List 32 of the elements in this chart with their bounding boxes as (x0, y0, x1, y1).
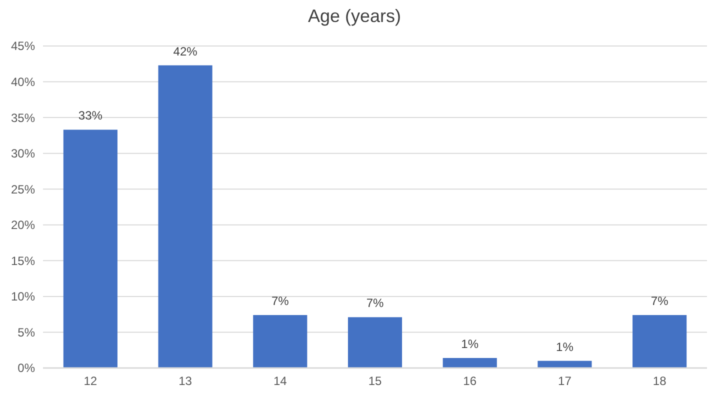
bar (442, 358, 497, 368)
bar (63, 130, 118, 368)
y-tick-label: 15% (10, 254, 36, 268)
y-tick-label: 25% (10, 182, 36, 196)
bar (538, 360, 592, 368)
data-label: 7% (271, 294, 290, 308)
bar (632, 315, 687, 368)
x-tick-label: 18 (652, 374, 667, 388)
x-tick-label: 13 (178, 374, 192, 388)
chart-title: Age (years) (308, 6, 402, 26)
data-label: 1% (461, 336, 479, 351)
data-label: 1% (556, 340, 574, 354)
x-tick-label: 17 (558, 374, 572, 388)
x-tick-label: 15 (368, 374, 382, 388)
bar (253, 315, 308, 368)
y-tick-label: 30% (10, 146, 36, 161)
y-tick-label: 35% (10, 110, 36, 125)
x-tick-label: 12 (84, 374, 98, 388)
data-label: 7% (650, 294, 669, 308)
y-tick-label: 5% (18, 325, 36, 340)
y-tick-label: 10% (10, 290, 36, 304)
data-label: 7% (366, 296, 384, 310)
data-label: 42% (173, 44, 198, 58)
y-tick-label: 40% (10, 74, 36, 89)
y-tick-label: 20% (10, 218, 36, 232)
y-tick-label: 45% (10, 39, 36, 54)
x-tick-label: 14 (273, 374, 288, 388)
bar (158, 65, 212, 368)
data-label: 33% (78, 108, 103, 123)
bar (348, 317, 402, 368)
x-tick-label: 16 (463, 374, 477, 388)
y-tick-label: 0% (18, 361, 36, 376)
